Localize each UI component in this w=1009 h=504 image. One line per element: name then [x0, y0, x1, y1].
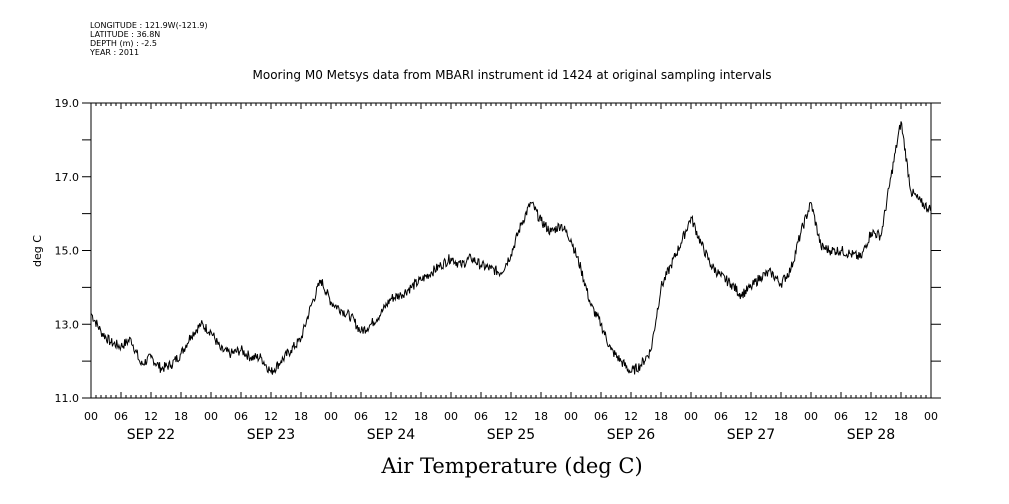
day-label: SEP 24 [367, 427, 416, 443]
longitude-label: LONGITUDE : 121.9W(-121.9) [90, 21, 208, 30]
x-tick-label: 06 [834, 410, 848, 423]
x-tick-label: 18 [534, 410, 548, 423]
year-label: YEAR : 2011 [90, 48, 140, 57]
x-tick-label: 00 [804, 410, 818, 423]
day-label: SEP 28 [847, 427, 895, 443]
day-label: SEP 26 [607, 427, 656, 443]
chart-title: Mooring M0 Metsys data from MBARI instru… [252, 68, 772, 82]
metadata-block: LONGITUDE : 121.9W(-121.9) LATITUDE : 36… [90, 21, 208, 57]
x-tick-label: 18 [294, 410, 308, 423]
axes: 11.0 13.0 15.0 17.0 19.0 00 06 12 18 00 06 12 18 00 06… [55, 97, 941, 443]
x-tick-label: 12 [264, 410, 278, 423]
x-tick-label: 00 [204, 410, 218, 423]
y-axis-label: deg C [31, 235, 44, 267]
x-tick-label: 06 [474, 410, 488, 423]
series-line-air-temperature [90, 121, 932, 375]
x-tick-label: 18 [774, 410, 788, 423]
x-axis-title: Air Temperature (deg C) [381, 454, 643, 478]
x-tick-label: 00 [684, 410, 698, 423]
x-tick-label: 06 [114, 410, 128, 423]
day-label: SEP 25 [487, 427, 535, 443]
x-tick-label: 00 [564, 410, 578, 423]
x-tick-label: 18 [654, 410, 668, 423]
x-tick-label: 00 [444, 410, 458, 423]
data-layer [90, 121, 932, 375]
x-tick-label: 00 [324, 410, 338, 423]
x-tick-label: 12 [504, 410, 518, 423]
y-tick-label: 11.0 [55, 392, 80, 405]
plot-frame [90, 102, 932, 399]
y-tick-label: 17.0 [55, 171, 80, 184]
x-tick-label: 12 [744, 410, 758, 423]
x-tick-label: 12 [864, 410, 878, 423]
depth-label: DEPTH (m) : -2.5 [90, 39, 157, 48]
x-tick-label: 00 [84, 410, 98, 423]
x-tick-label: 12 [144, 410, 158, 423]
x-tick-label: 12 [384, 410, 398, 423]
x-tick-label: 00 [924, 410, 938, 423]
y-tick-label: 15.0 [55, 245, 80, 258]
y-tick-label: 13.0 [55, 318, 80, 331]
x-tick-label: 18 [894, 410, 908, 423]
y-ticks [82, 102, 941, 399]
day-label: SEP 23 [247, 427, 295, 443]
x-tick-label: 12 [624, 410, 638, 423]
x-tick-label: 18 [414, 410, 428, 423]
x-tick-label: 06 [354, 410, 368, 423]
x-tick-label: 06 [234, 410, 248, 423]
x-tick-label: 06 [594, 410, 608, 423]
y-tick-label: 19.0 [55, 97, 80, 110]
x-ticks [90, 103, 932, 398]
x-tick-label: 18 [174, 410, 188, 423]
day-label: SEP 22 [127, 427, 175, 443]
x-tick-label: 06 [714, 410, 728, 423]
latitude-label: LATITUDE : 36.8N [90, 30, 161, 39]
day-label: SEP 27 [727, 427, 775, 443]
